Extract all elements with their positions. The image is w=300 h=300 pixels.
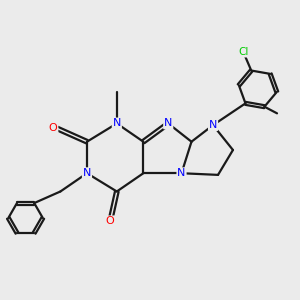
Text: N: N: [83, 168, 91, 178]
Text: O: O: [49, 123, 58, 134]
Text: O: O: [106, 216, 115, 226]
Text: N: N: [112, 118, 121, 128]
Text: Cl: Cl: [238, 46, 249, 57]
Text: N: N: [164, 118, 172, 128]
Text: N: N: [209, 120, 217, 130]
Text: N: N: [177, 168, 186, 178]
